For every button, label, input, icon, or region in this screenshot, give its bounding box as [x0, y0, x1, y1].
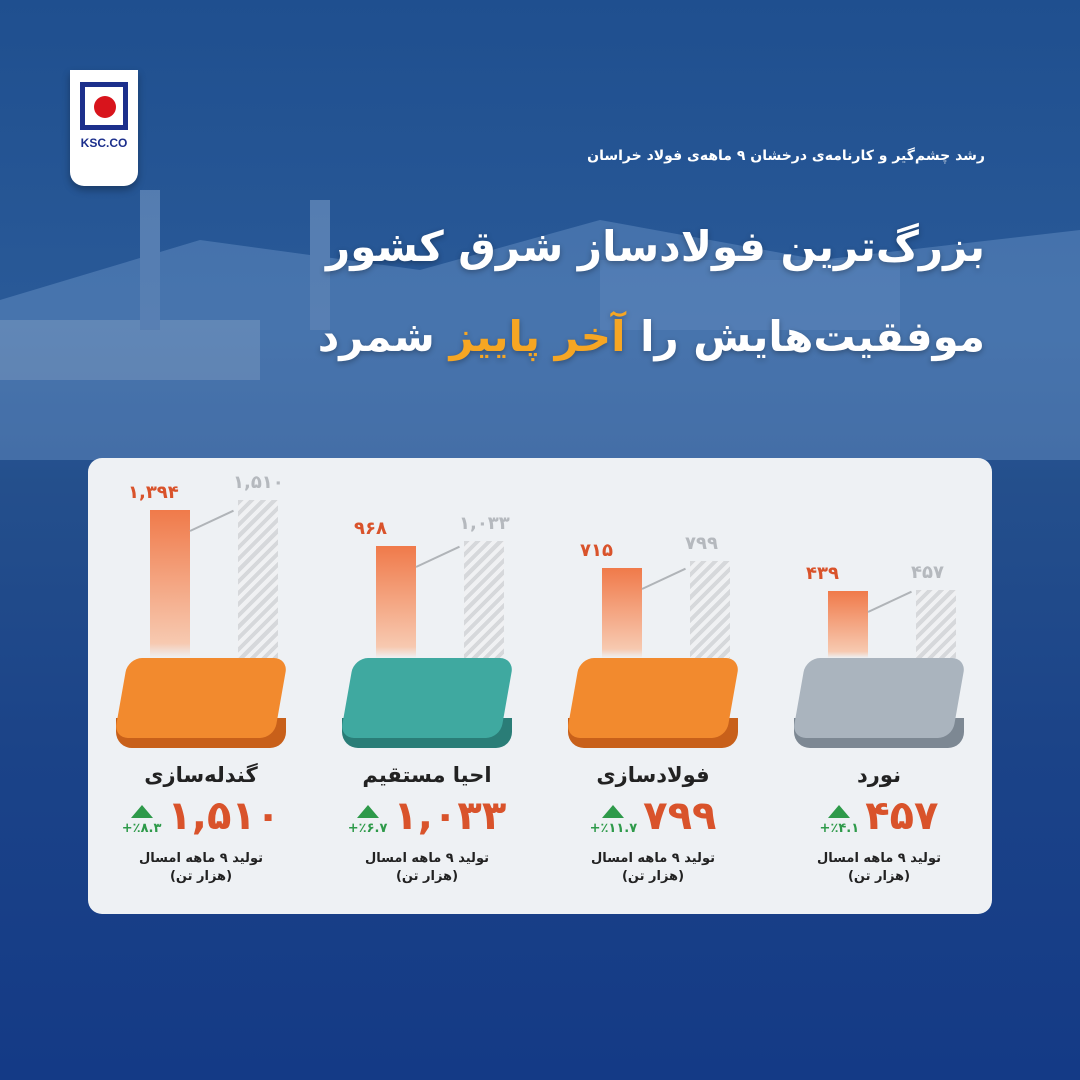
- current-value-label: ۱,۵۱۰: [233, 471, 284, 493]
- current-value-label: ۴۵۷: [911, 561, 944, 583]
- current-value-label: ۷۹۹: [685, 532, 718, 554]
- column-1: ۱,۳۹۴ ۱,۵۱۰ گندله‌سازی +٪۸.۳ ۱,۵۱۰ تولید…: [88, 458, 314, 914]
- production-value: ۴۵۷: [865, 793, 939, 839]
- leader-line: [415, 546, 460, 569]
- production-description: تولید ۹ ماهه امسال (هزار تن): [139, 851, 263, 884]
- bar-previous-year: [150, 509, 190, 658]
- production-value: ۱,۰۳۳: [393, 793, 507, 839]
- growth-badge: +٪۶.۷: [348, 805, 387, 836]
- leader-line: [189, 509, 234, 532]
- growth-badge: +٪۱۱.۷: [590, 805, 637, 836]
- production-description: تولید ۹ ماهه امسال (هزار تن): [817, 851, 941, 884]
- production-value: ۱,۵۱۰: [167, 793, 281, 839]
- leader-line: [867, 591, 912, 614]
- growth-badge: +٪۴.۱: [820, 805, 859, 836]
- production-value: ۷۹۹: [643, 793, 717, 839]
- bar-previous-year: [376, 546, 416, 658]
- column-2: ۹۶۸ ۱,۰۳۳ احیا مستقیم +٪۶.۷ ۱,۰۳۳ تولید …: [314, 458, 540, 914]
- subtitle: رشد چشم‌گیر و کارنامه‌ی درخشان ۹ ماهه‌ی …: [587, 148, 985, 164]
- process-illustration: [106, 648, 296, 758]
- bar-current-year: [690, 560, 730, 658]
- process-illustration: [784, 648, 974, 758]
- up-arrow-icon: [356, 805, 379, 818]
- bar-previous-year: [602, 567, 642, 658]
- bar-current-year: [464, 540, 504, 658]
- current-value-label: ۱,۰۳۳: [459, 512, 510, 534]
- process-illustration: [558, 648, 748, 758]
- production-card: ۱,۳۹۴ ۱,۵۱۰ گندله‌سازی +٪۸.۳ ۱,۵۱۰ تولید…: [88, 458, 992, 914]
- bar-current-year: [238, 499, 278, 658]
- process-name: گندله‌سازی: [144, 763, 258, 787]
- production-description: تولید ۹ ماهه امسال (هزار تن): [591, 851, 715, 884]
- previous-value-label: ۴۳۹: [806, 563, 839, 585]
- bar-previous-year: [828, 591, 868, 658]
- previous-value-label: ۷۱۵: [580, 539, 613, 561]
- previous-value-label: ۱,۳۹۴: [128, 481, 179, 503]
- column-3: ۷۱۵ ۷۹۹ فولادسازی +٪۱۱.۷ ۷۹۹ تولید ۹ ماه…: [540, 458, 766, 914]
- title-line-2: موفقیت‌هایش را آخر پاییز شمرد: [317, 312, 985, 361]
- up-arrow-icon: [828, 805, 851, 818]
- up-arrow-icon: [602, 805, 625, 818]
- process-name: نورد: [857, 763, 901, 787]
- up-arrow-icon: [130, 805, 153, 818]
- process-name: فولادسازی: [596, 763, 710, 787]
- column-4: ۴۳۹ ۴۵۷ نورد +٪۴.۱ ۴۵۷ تولید ۹ ماهه امسا…: [766, 458, 992, 914]
- process-name: احیا مستقیم: [362, 763, 492, 787]
- process-illustration: [332, 648, 522, 758]
- production-description: تولید ۹ ماهه امسال (هزار تن): [365, 851, 489, 884]
- bar-current-year: [916, 589, 956, 658]
- previous-value-label: ۹۶۸: [354, 518, 387, 540]
- title-line-1: بزرگ‌ترین فولادساز شرق کشور: [326, 222, 985, 271]
- ksc-logo: KSC.CO: [70, 70, 138, 186]
- title-highlight: آخر پاییز: [449, 312, 626, 361]
- leader-line: [641, 567, 686, 590]
- growth-badge: +٪۸.۳: [122, 805, 161, 836]
- steel-plant-background: [0, 190, 1080, 460]
